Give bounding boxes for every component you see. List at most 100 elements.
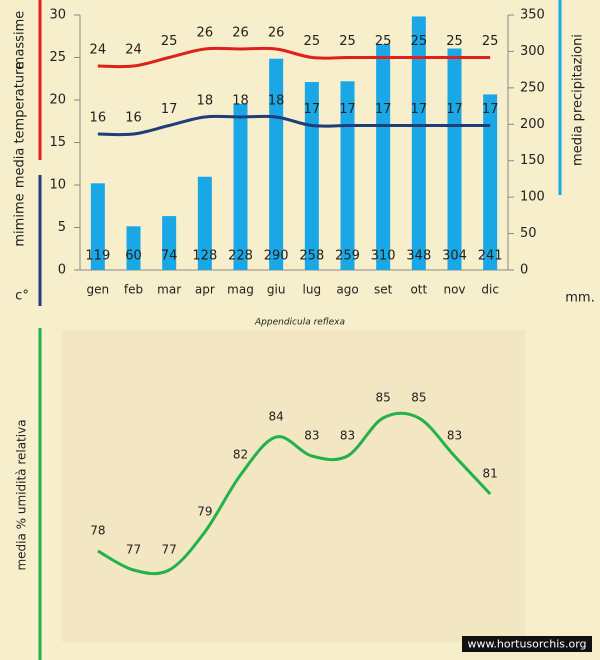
- point-label: 24: [90, 43, 107, 58]
- bar-label: 128: [192, 249, 217, 264]
- y-axis-label: media temperature: [13, 62, 28, 188]
- x-tick-label: giu: [267, 283, 286, 297]
- bar: [162, 216, 177, 270]
- bar: [126, 226, 141, 270]
- bar-label: 119: [85, 249, 110, 264]
- y-tick-label: 30: [49, 8, 66, 23]
- watermark-box: [462, 636, 592, 652]
- bar: [269, 58, 284, 270]
- y2-tick-label: 250: [520, 80, 545, 95]
- point-label: 17: [339, 102, 356, 117]
- point-label: 25: [482, 34, 499, 49]
- bar: [411, 16, 426, 271]
- point-label: 16: [90, 111, 107, 126]
- point-label: 81: [483, 467, 498, 481]
- x-tick-label: lug: [303, 283, 322, 297]
- point-label: 85: [411, 391, 426, 405]
- point-label: 18: [197, 94, 214, 109]
- x-tick-label: mar: [157, 283, 181, 297]
- bar-label: 310: [371, 249, 396, 264]
- line: [97, 46, 491, 69]
- line: [97, 411, 492, 576]
- point-label: 78: [90, 524, 105, 538]
- chart-title: Appendicula reflexa: [254, 318, 345, 328]
- point-label: 17: [482, 102, 499, 117]
- point-label: 25: [375, 34, 392, 49]
- bar-label: 228: [228, 249, 253, 264]
- y2-tick-label: 100: [520, 190, 545, 205]
- bar: [340, 81, 355, 270]
- y-tick-label: 0: [58, 263, 66, 278]
- point-label: 17: [161, 102, 178, 117]
- point-label: 25: [411, 34, 428, 49]
- point-label: 85: [376, 391, 391, 405]
- bar-label: 241: [478, 249, 503, 264]
- point-label: 83: [447, 429, 462, 443]
- point-label: 26: [268, 26, 285, 41]
- bar-label: 348: [406, 249, 431, 264]
- y-tick-label: 5: [58, 220, 66, 235]
- y-unit: c°: [15, 289, 29, 304]
- x-tick-label: dic: [481, 283, 499, 297]
- point-label: 25: [339, 34, 356, 49]
- bar-label: 258: [299, 249, 324, 264]
- point-label: 25: [304, 34, 321, 49]
- y2-tick-label: 50: [520, 226, 537, 241]
- x-tick-label: nov: [443, 283, 465, 297]
- bar-label: 60: [125, 249, 142, 264]
- min-label: mimime: [13, 193, 28, 246]
- bar: [483, 94, 498, 271]
- point-label: 77: [126, 543, 141, 557]
- y2-tick-label: 0: [520, 263, 528, 278]
- point-label: 17: [375, 102, 392, 117]
- x-tick-label: ago: [336, 283, 358, 297]
- y2-axis-label: media precipitazioni: [571, 34, 586, 166]
- max-label: massime: [13, 11, 28, 69]
- humidity-panel: [62, 330, 525, 642]
- y2-tick-label: 150: [520, 153, 545, 168]
- point-label: 17: [446, 102, 463, 117]
- bar-label: 259: [335, 249, 360, 264]
- point-label: 83: [340, 429, 355, 443]
- point-label: 84: [269, 410, 284, 424]
- x-tick-label: ott: [410, 283, 427, 297]
- point-label: 18: [232, 94, 249, 109]
- point-label: 83: [304, 429, 319, 443]
- bar-label: 290: [264, 249, 289, 264]
- bar-label: 304: [442, 249, 467, 264]
- bar: [197, 176, 212, 270]
- y-tick-label: 20: [49, 93, 66, 108]
- point-label: 77: [162, 543, 177, 557]
- point-label: 17: [304, 102, 321, 117]
- x-tick-label: gen: [87, 283, 110, 297]
- y2-tick-label: 350: [520, 8, 545, 23]
- point-label: 18: [268, 94, 285, 109]
- point-label: 82: [233, 448, 248, 462]
- bar-label: 74: [161, 249, 178, 264]
- y-tick-label: 25: [49, 50, 66, 65]
- point-label: 25: [446, 34, 463, 49]
- point-label: 24: [125, 43, 142, 58]
- point-label: 16: [125, 111, 142, 126]
- bar: [233, 103, 248, 270]
- y2-unit: mm.: [565, 291, 594, 306]
- bar: [304, 82, 319, 271]
- watermark: www.hortusorchis.org: [467, 638, 586, 651]
- y2-tick-label: 300: [520, 44, 545, 59]
- bar: [376, 44, 391, 271]
- line: [97, 114, 491, 137]
- point-label: 26: [232, 26, 249, 41]
- y-tick-label: 15: [49, 135, 66, 150]
- x-tick-label: mag: [227, 283, 254, 297]
- humidity-axis-label: media % umidità relativa: [15, 419, 29, 570]
- x-tick-label: apr: [195, 283, 215, 297]
- x-tick-label: set: [374, 283, 393, 297]
- point-label: 79: [197, 505, 212, 519]
- point-label: 17: [411, 102, 428, 117]
- bar: [447, 48, 462, 271]
- point-label: 26: [197, 26, 214, 41]
- y2-tick-label: 200: [520, 117, 545, 132]
- point-label: 25: [161, 34, 178, 49]
- y-tick-label: 10: [49, 178, 66, 193]
